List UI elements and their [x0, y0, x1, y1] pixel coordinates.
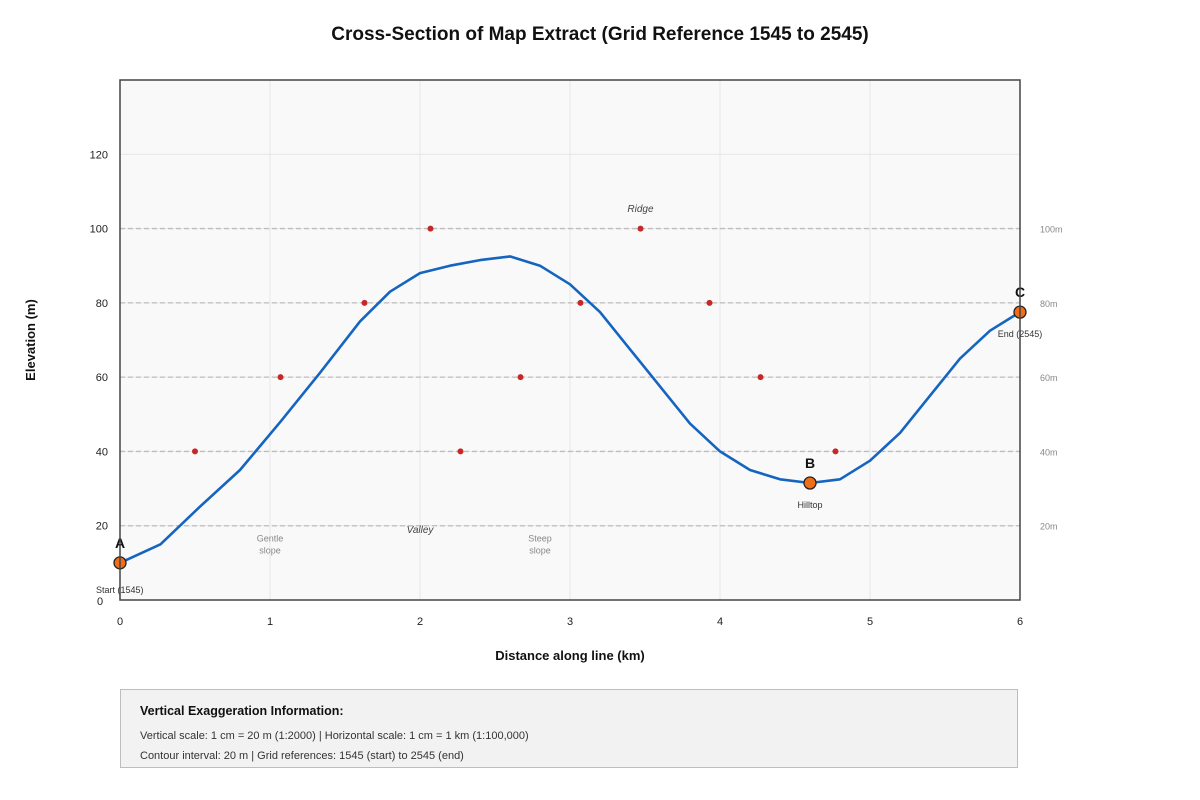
- elevation-profile-line: [119, 255, 1021, 565]
- x-axis-label: Distance along line (km): [495, 648, 645, 663]
- y-tick-label: 80: [96, 298, 108, 310]
- contour-crossings: [192, 225, 839, 455]
- y-tick-label: 20: [96, 521, 108, 533]
- annotation-line: Gentle: [257, 534, 284, 544]
- contour-crossing-point: [457, 448, 464, 455]
- contour-crossing-point: [277, 374, 284, 381]
- annotation-line: Steep: [528, 534, 552, 544]
- contour-elevation-label: 40m: [1040, 447, 1058, 457]
- annotation-label: Ridge: [627, 204, 654, 215]
- contour-elevation-label: 80m: [1040, 299, 1058, 309]
- contour-elevation-label: 20m: [1040, 522, 1058, 532]
- y-tick-label: 120: [90, 149, 108, 161]
- contour-crossing-point: [706, 299, 713, 306]
- key-point-marker: [803, 476, 817, 490]
- annotation-line: slope: [259, 546, 281, 556]
- vertical-exaggeration-info-box: Vertical Exaggeration Information: Verti…: [120, 689, 1018, 768]
- contour-elevation-label: 60m: [1040, 373, 1058, 383]
- contour-crossing-point: [577, 299, 584, 306]
- info-line-contours: Contour interval: 20 m | Grid references…: [140, 750, 464, 762]
- annotation-label: Gentle slope: [257, 534, 284, 556]
- y-tick-label: 60: [96, 372, 108, 384]
- y-tick-label: 0: [97, 596, 103, 608]
- contour-crossing-point: [637, 225, 644, 232]
- x-tick-label: 1: [267, 616, 273, 628]
- x-tick-label: 0: [117, 616, 123, 628]
- contour-crossing-point: [832, 448, 839, 455]
- key-point-note: Hilltop: [797, 500, 822, 510]
- contour-crossing-point: [192, 448, 198, 455]
- contour-crossing-point: [361, 299, 368, 306]
- cross-section-chart: Cross-Section of Map Extract (Grid Refer…: [23, 24, 1063, 663]
- key-point-label: B: [805, 455, 815, 471]
- annotation-line: slope: [529, 546, 551, 556]
- x-tick-label: 6: [1017, 616, 1023, 628]
- annotation-label: Valley: [407, 525, 435, 536]
- y-tick-label: 40: [96, 446, 108, 458]
- annotations: Ridge Valley Gentle slope Steep slope: [257, 204, 654, 556]
- contour-crossing-point: [517, 374, 524, 381]
- chart-title: Cross-Section of Map Extract (Grid Refer…: [331, 24, 868, 45]
- y-tick-label: 100: [90, 224, 108, 236]
- x-tick-label: 3: [567, 616, 573, 628]
- x-tick-label: 5: [867, 616, 873, 628]
- contour-elevation-label: 100m: [1040, 225, 1063, 235]
- info-line-scales: Vertical scale: 1 cm = 20 m (1:2000) | H…: [140, 730, 529, 742]
- y-axis-label: Elevation (m): [23, 299, 38, 381]
- series-layer: [119, 255, 1021, 565]
- plot-frame: [119, 79, 1021, 601]
- x-tick-label: 2: [417, 616, 423, 628]
- contour-crossing-point: [757, 374, 764, 381]
- info-box-title: Vertical Exaggeration Information:: [140, 704, 344, 718]
- annotation-label: Steep slope: [528, 534, 552, 556]
- contour-lines: [120, 227, 1020, 527]
- contour-crossing-point: [427, 225, 434, 232]
- x-tick-label: 4: [717, 616, 723, 628]
